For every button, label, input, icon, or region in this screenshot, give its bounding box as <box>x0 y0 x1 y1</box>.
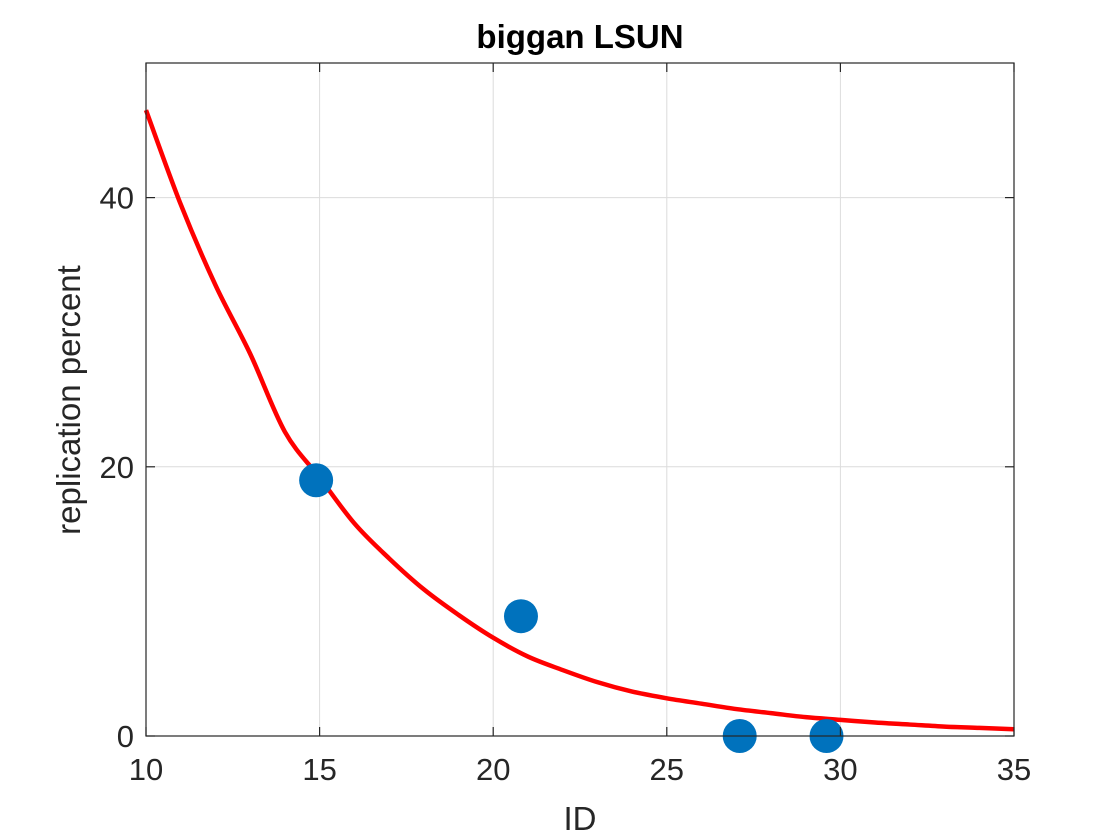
x-tick-label: 20 <box>476 752 510 787</box>
scatter-point <box>503 599 538 634</box>
x-tick-label: 30 <box>823 752 857 787</box>
y-tick-label: 0 <box>117 719 134 754</box>
x-tick-label: 15 <box>302 752 336 787</box>
x-tick-label: 35 <box>997 752 1031 787</box>
y-tick-label: 20 <box>100 450 134 485</box>
fit-curve-line <box>143 109 1015 732</box>
axis-ticks <box>145 63 1015 737</box>
plot-background <box>146 63 1014 736</box>
scatter-point <box>299 463 334 498</box>
plot-frame <box>145 62 1015 737</box>
x-axis-label: ID <box>564 800 597 837</box>
y-tick-label: 40 <box>100 181 134 216</box>
axis-tick-labels: 10 15 20 25 30 35 0 20 40 <box>100 181 1032 787</box>
x-tick-label: 25 <box>650 752 684 787</box>
chart-title: biggan LSUN <box>476 18 683 55</box>
y-axis-label: replication percent <box>50 265 87 535</box>
x-tick-label: 10 <box>129 752 163 787</box>
fit-curve-layer <box>143 109 1015 732</box>
